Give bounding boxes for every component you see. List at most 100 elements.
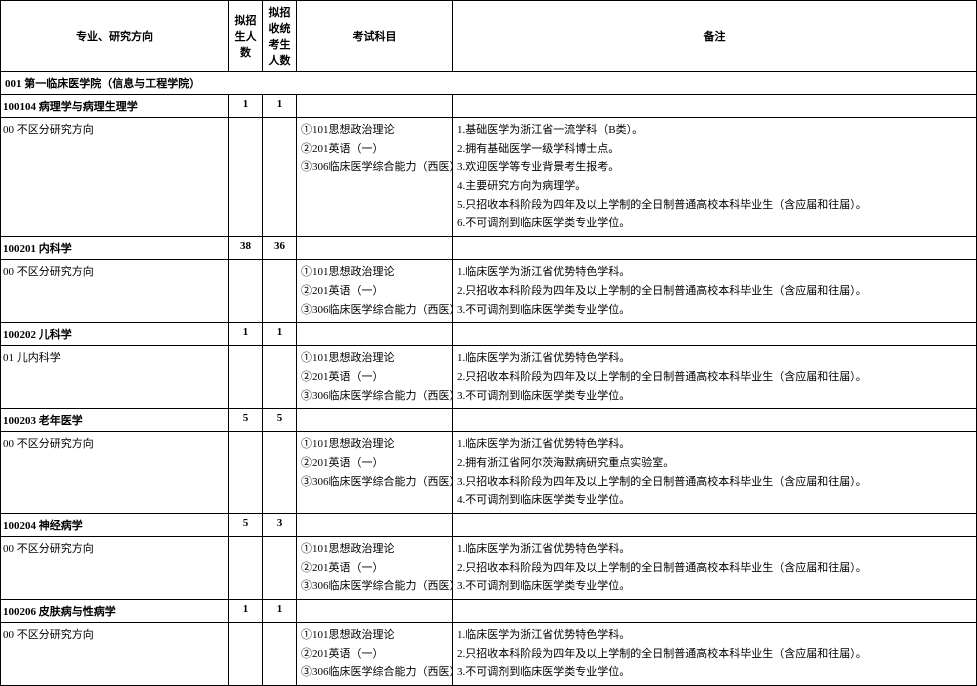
direction-planned-blank <box>229 260 263 323</box>
transfer-count: 5 <box>263 409 297 432</box>
subject-exam-blank <box>297 514 453 537</box>
direction-planned-blank <box>229 118 263 237</box>
remark-line: 1.临床医学为浙江省优势特色学科。 <box>457 540 972 559</box>
exam-line: ②201英语（一） <box>301 645 448 664</box>
remark-line: 3.欢迎医学等专业背景考生报考。 <box>457 158 972 177</box>
subject-remark-blank <box>453 409 977 432</box>
exam-cell: ①101思想政治理论②201英语（一）③306临床医学综合能力（西医） <box>297 260 453 323</box>
exam-line: ①101思想政治理论 <box>301 349 448 368</box>
remark-line: 2.只招收本科阶段为四年及以上学制的全日制普通高校本科毕业生（含应届和往届）。 <box>457 282 972 301</box>
direction-name: 00 不区分研究方向 <box>1 623 229 686</box>
exam-cell: ①101思想政治理论②201英语（一）③306临床医学综合能力（西医） <box>297 537 453 600</box>
remark-line: 3.不可调剂到临床医学类专业学位。 <box>457 387 972 406</box>
direction-planned-blank <box>229 623 263 686</box>
subject-name: 100204 神经病学 <box>1 514 229 537</box>
direction-transfer-blank <box>263 346 297 409</box>
subject-row: 100104 病理学与病理生理学11 <box>1 95 977 118</box>
header-major: 专业、研究方向 <box>1 1 229 72</box>
exam-cell: ①101思想政治理论②201英语（一）③306临床医学综合能力（西医） <box>297 623 453 686</box>
exam-line: ①101思想政治理论 <box>301 540 448 559</box>
direction-row: 00 不区分研究方向 ①101思想政治理论②201英语（一）③306临床医学综合能… <box>1 537 977 600</box>
subject-name: 100201 内科学 <box>1 237 229 260</box>
exam-line: ①101思想政治理论 <box>301 626 448 645</box>
remark-line: 3.不可调剂到临床医学类专业学位。 <box>457 663 972 682</box>
subject-exam-blank <box>297 600 453 623</box>
direction-row: 00 不区分研究方向 ①101思想政治理论②201英语（一）③306临床医学综合能… <box>1 623 977 686</box>
subject-exam-blank <box>297 323 453 346</box>
direction-name: 00 不区分研究方向 <box>1 432 229 514</box>
subject-remark-blank <box>453 323 977 346</box>
header-row: 专业、研究方向 拟招生人数 拟招收统考生人数 考试科目 备注 <box>1 1 977 72</box>
remark-line: 1.临床医学为浙江省优势特色学科。 <box>457 349 972 368</box>
remark-line: 3.只招收本科阶段为四年及以上学制的全日制普通高校本科毕业生（含应届和往届）。 <box>457 473 972 492</box>
transfer-count: 1 <box>263 95 297 118</box>
subject-row: 100206 皮肤病与性病学11 <box>1 600 977 623</box>
header-exam: 考试科目 <box>297 1 453 72</box>
subject-row: 100204 神经病学53 <box>1 514 977 537</box>
remark-line: 1.临床医学为浙江省优势特色学科。 <box>457 626 972 645</box>
remark-line: 1.基础医学为浙江省一流学科（B类）。 <box>457 121 972 140</box>
exam-line: ③306临床医学综合能力（西医） <box>301 663 448 682</box>
planned-count: 1 <box>229 95 263 118</box>
exam-cell: ①101思想政治理论②201英语（一）③306临床医学综合能力（西医） <box>297 346 453 409</box>
remark-cell: 1.基础医学为浙江省一流学科（B类）。2.拥有基础医学一级学科博士点。3.欢迎医… <box>453 118 977 237</box>
direction-transfer-blank <box>263 432 297 514</box>
planned-count: 5 <box>229 409 263 432</box>
exam-line: ②201英语（一） <box>301 559 448 578</box>
exam-line: ①101思想政治理论 <box>301 121 448 140</box>
subject-exam-blank <box>297 409 453 432</box>
direction-row: 00 不区分研究方向 ①101思想政治理论②201英语（一）③306临床医学综合能… <box>1 432 977 514</box>
department-cell: 001 第一临床医学院（信息与工程学院） <box>1 72 977 95</box>
remark-line: 2.只招收本科阶段为四年及以上学制的全日制普通高校本科毕业生（含应届和往届）。 <box>457 368 972 387</box>
subject-exam-blank <box>297 95 453 118</box>
header-transfer: 拟招收统考生人数 <box>263 1 297 72</box>
subject-row: 100202 儿科学11 <box>1 323 977 346</box>
direction-row: 00 不区分研究方向 ①101思想政治理论②201英语（一）③306临床医学综合能… <box>1 118 977 237</box>
remark-line: 2.只招收本科阶段为四年及以上学制的全日制普通高校本科毕业生（含应届和往届）。 <box>457 559 972 578</box>
subject-exam-blank <box>297 237 453 260</box>
remark-line: 4.不可调剂到临床医学类专业学位。 <box>457 491 972 510</box>
remark-cell: 1.临床医学为浙江省优势特色学科。2.只招收本科阶段为四年及以上学制的全日制普通… <box>453 537 977 600</box>
exam-line: ②201英语（一） <box>301 140 448 159</box>
exam-line: ①101思想政治理论 <box>301 435 448 454</box>
exam-line: ①101思想政治理论 <box>301 263 448 282</box>
exam-line: ②201英语（一） <box>301 282 448 301</box>
direction-name: 00 不区分研究方向 <box>1 260 229 323</box>
exam-line: ②201英语（一） <box>301 368 448 387</box>
direction-name: 00 不区分研究方向 <box>1 537 229 600</box>
remark-cell: 1.临床医学为浙江省优势特色学科。2.只招收本科阶段为四年及以上学制的全日制普通… <box>453 260 977 323</box>
planned-count: 38 <box>229 237 263 260</box>
direction-transfer-blank <box>263 260 297 323</box>
subject-name: 100202 儿科学 <box>1 323 229 346</box>
remark-line: 1.临床医学为浙江省优势特色学科。 <box>457 263 972 282</box>
direction-transfer-blank <box>263 623 297 686</box>
remark-cell: 1.临床医学为浙江省优势特色学科。2.只招收本科阶段为四年及以上学制的全日制普通… <box>453 346 977 409</box>
direction-transfer-blank <box>263 118 297 237</box>
remark-line: 6.不可调剂到临床医学类专业学位。 <box>457 214 972 233</box>
subject-remark-blank <box>453 514 977 537</box>
subject-row: 100203 老年医学55 <box>1 409 977 432</box>
exam-line: ③306临床医学综合能力（西医） <box>301 473 448 492</box>
exam-cell: ①101思想政治理论②201英语（一）③306临床医学综合能力（西医） <box>297 432 453 514</box>
subject-row: 100201 内科学3836 <box>1 237 977 260</box>
exam-cell: ①101思想政治理论②201英语（一）③306临床医学综合能力（西医） <box>297 118 453 237</box>
planned-count: 1 <box>229 600 263 623</box>
subject-name: 100203 老年医学 <box>1 409 229 432</box>
direction-planned-blank <box>229 346 263 409</box>
remark-line: 2.拥有基础医学一级学科博士点。 <box>457 140 972 159</box>
direction-row: 01 儿内科学①101思想政治理论②201英语（一）③306临床医学综合能力（西… <box>1 346 977 409</box>
direction-transfer-blank <box>263 537 297 600</box>
table-body: 001 第一临床医学院（信息与工程学院）100104 病理学与病理生理学1100… <box>1 72 977 686</box>
exam-line: ③306临床医学综合能力（西医） <box>301 577 448 596</box>
direction-name: 00 不区分研究方向 <box>1 118 229 237</box>
admissions-table: 专业、研究方向 拟招生人数 拟招收统考生人数 考试科目 备注 001 第一临床医… <box>0 0 977 686</box>
subject-remark-blank <box>453 95 977 118</box>
header-remark: 备注 <box>453 1 977 72</box>
remark-cell: 1.临床医学为浙江省优势特色学科。2.拥有浙江省阿尔茨海默病研究重点实验室。3.… <box>453 432 977 514</box>
exam-line: ③306临床医学综合能力（西医） <box>301 158 448 177</box>
transfer-count: 1 <box>263 600 297 623</box>
remark-line: 2.只招收本科阶段为四年及以上学制的全日制普通高校本科毕业生（含应届和往届）。 <box>457 645 972 664</box>
subject-name: 100104 病理学与病理生理学 <box>1 95 229 118</box>
remark-line: 4.主要研究方向为病理学。 <box>457 177 972 196</box>
subject-name: 100206 皮肤病与性病学 <box>1 600 229 623</box>
